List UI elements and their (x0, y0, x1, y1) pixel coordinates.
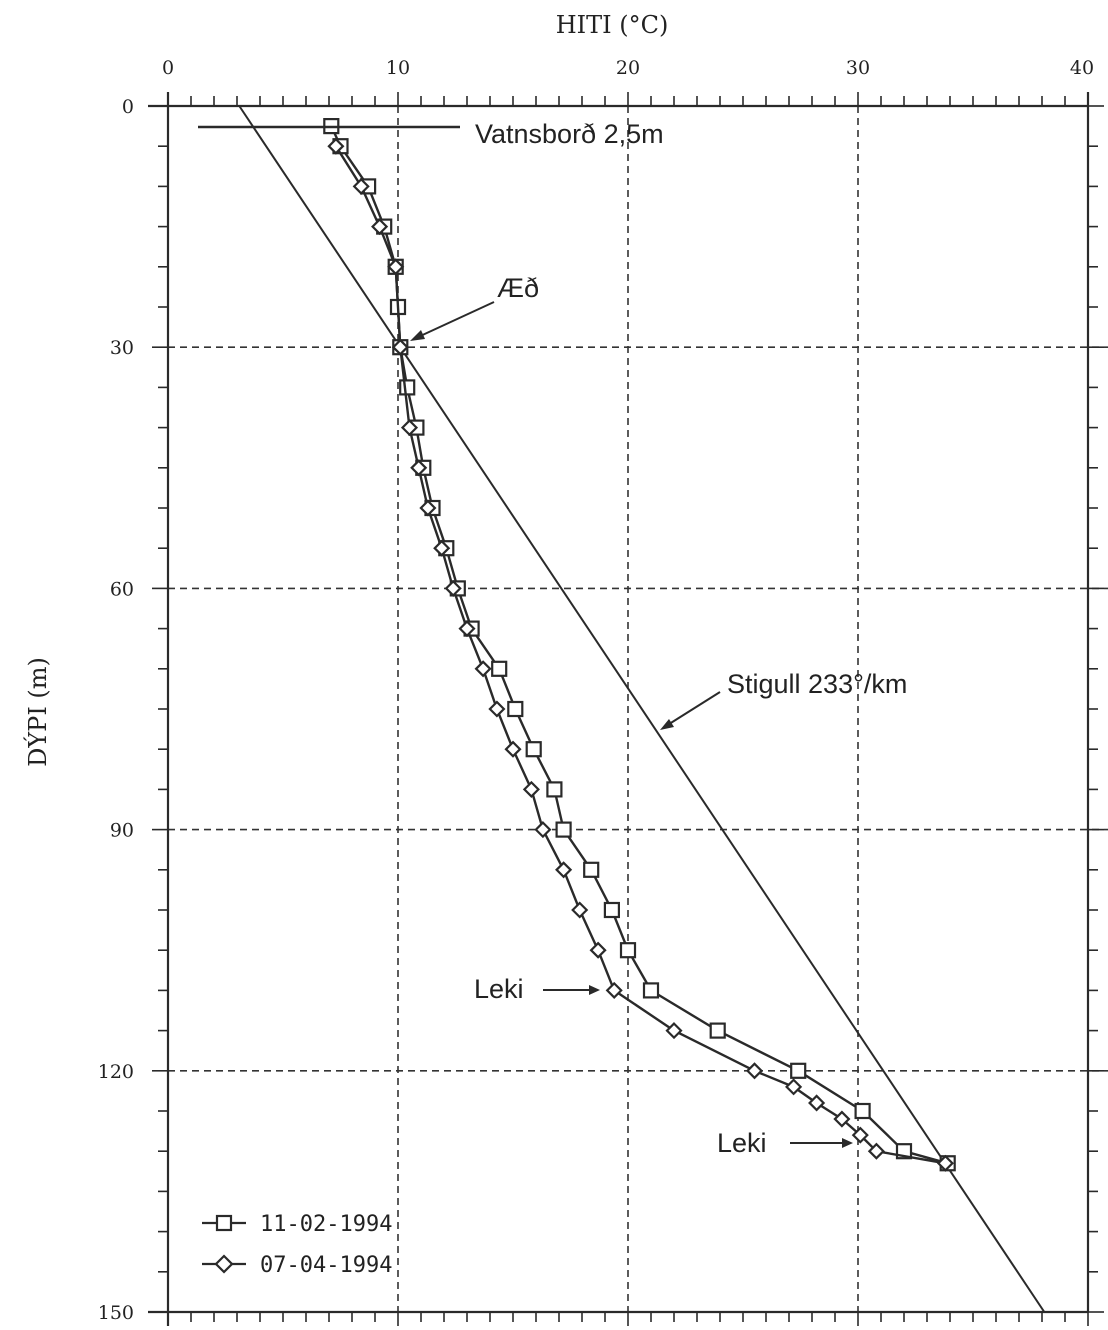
point-diamond-25 (851, 1126, 869, 1144)
annotation-gradient: Stigull 233°/km (660, 669, 907, 730)
point-diamond-5 (400, 419, 419, 437)
point-diamond-27 (936, 1154, 954, 1172)
plot-frame (148, 92, 1090, 1326)
x-tick-label-30: 30 (846, 57, 870, 79)
point-square-16 (525, 741, 542, 758)
point-diamond-21 (745, 1062, 764, 1080)
point-square-15 (507, 700, 524, 718)
point-square-7 (399, 379, 416, 396)
legend: 11-02-1994 07-04-1994 (202, 1212, 392, 1278)
series-line-2 (334, 145, 946, 1165)
point-square-18 (555, 821, 572, 838)
point-diamond-17 (571, 901, 589, 919)
gradient-line-group (238, 105, 1046, 1313)
point-square-24 (790, 1062, 807, 1079)
y-tick-label-150: 150 (98, 1302, 134, 1324)
gradient-arrow (665, 691, 721, 727)
point-diamond-12 (488, 700, 506, 718)
point-diamond-22 (785, 1078, 803, 1096)
legend-marker-diamond (214, 1254, 234, 1274)
point-diamond-20 (665, 1022, 683, 1040)
legend-label-series-1: 11-02-1994 (260, 1212, 392, 1237)
y-tick-label-60: 60 (110, 578, 134, 600)
y-tick-label-90: 90 (110, 820, 134, 842)
gradient-arrow-head (660, 719, 674, 730)
grid-lines (168, 106, 1108, 1312)
annotation-vein: Æð (410, 273, 539, 341)
point-diamond-8 (433, 539, 451, 557)
point-diamond-9 (444, 579, 462, 597)
leak-2-label: Leki (717, 1128, 767, 1158)
point-diamond-19 (605, 981, 623, 999)
x-tick-label-20: 20 (616, 57, 640, 79)
point-square-20 (603, 901, 621, 919)
point-diamond-14 (522, 780, 540, 798)
point-diamond-0 (327, 137, 345, 155)
x-tick-label-10: 10 (386, 57, 410, 79)
series-11-02-1994 (323, 117, 956, 1172)
point-diamond-18 (589, 941, 607, 959)
vein-arrow-head (410, 330, 425, 341)
leak-1-arrow-head (589, 985, 600, 995)
annotation-leak-2: Leki (717, 1128, 853, 1158)
annotation-water-level: Vatnsborð 2,5m (198, 119, 664, 149)
point-diamond-24 (833, 1110, 851, 1128)
point-square-21 (619, 942, 637, 959)
axis-ticks (152, 92, 1104, 1326)
point-diamond-13 (504, 740, 522, 758)
series-07-04-1994 (327, 137, 954, 1172)
gradient-label: Stigull 233°/km (727, 669, 907, 699)
point-diamond-4 (391, 338, 409, 356)
x-tick-label-0: 0 (162, 57, 174, 79)
point-diamond-6 (410, 459, 428, 477)
series-group (323, 117, 956, 1172)
y-tick-label-0: 0 (122, 96, 134, 118)
legend-marker-square (215, 1214, 233, 1232)
annotation-leak-1: Leki (474, 974, 600, 1004)
point-diamond-11 (474, 660, 492, 678)
point-square-23 (709, 1022, 726, 1039)
point-square-14 (491, 660, 508, 677)
y-axis-title: DÝPI (m) (23, 657, 52, 767)
legend-entry-11-02-1994: 11-02-1994 (202, 1212, 392, 1237)
tick-labels: 0 10 20 30 40 0 30 60 90 120 150 (98, 57, 1094, 1324)
point-diamond-1 (352, 177, 370, 195)
vein-arrow (415, 301, 495, 339)
point-diamond-3 (387, 258, 405, 276)
point-diamond-2 (371, 218, 389, 236)
y-tick-label-30: 30 (110, 337, 134, 359)
legend-entry-07-04-1994: 07-04-1994 (202, 1253, 392, 1278)
leak-1-label: Leki (474, 974, 524, 1004)
x-axis-title: HITI (°C) (556, 11, 669, 39)
leak-2-arrow-head (842, 1138, 853, 1148)
point-diamond-23 (808, 1094, 826, 1112)
x-tick-label-40: 40 (1070, 57, 1094, 79)
point-diamond-7 (419, 499, 437, 517)
point-square-25 (854, 1102, 871, 1120)
point-diamond-15 (534, 821, 552, 839)
point-square-22 (642, 982, 660, 999)
point-square-19 (583, 861, 600, 878)
point-diamond-26 (867, 1142, 885, 1160)
water-level-label: Vatnsborð 2,5m (475, 119, 664, 149)
point-square-17 (546, 781, 563, 798)
y-tick-label-120: 120 (98, 1061, 134, 1083)
vein-label: Æð (497, 273, 539, 303)
legend-label-series-2: 07-04-1994 (260, 1253, 392, 1278)
gradient-line (238, 105, 1046, 1313)
point-diamond-16 (555, 861, 573, 879)
point-diamond-10 (458, 620, 476, 638)
